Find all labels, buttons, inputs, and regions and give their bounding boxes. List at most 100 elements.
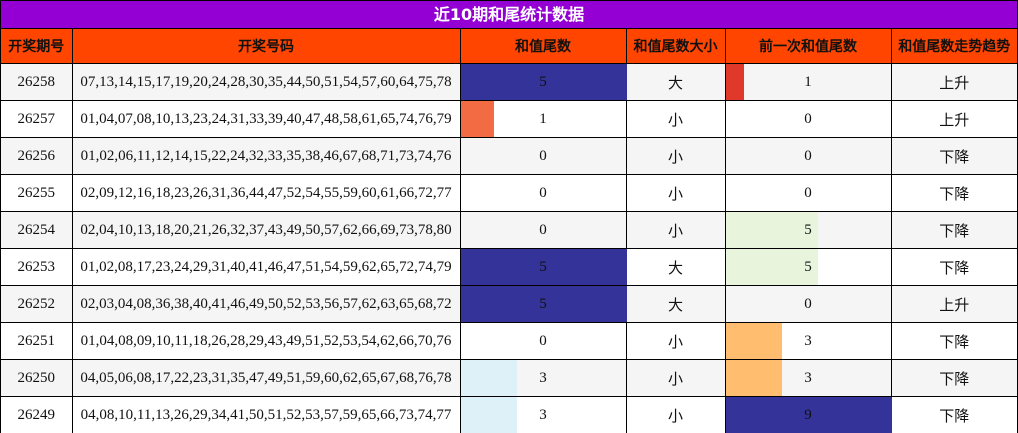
- size-cell: 小: [625, 100, 726, 138]
- prev-tail-bar: [725, 64, 744, 100]
- size-cell: 小: [625, 396, 726, 433]
- prev-tail-cell: 5: [724, 248, 892, 286]
- tail-cell: 5: [459, 63, 627, 101]
- period-cell: 26257: [1, 100, 73, 138]
- period-cell: 26252: [1, 285, 73, 323]
- tail-cell: 0: [459, 174, 627, 212]
- tail-value: 3: [539, 369, 547, 386]
- prev-tail-cell: 1: [724, 63, 892, 101]
- prev-tail-cell: 0: [724, 285, 892, 323]
- trend-cell: 下降: [890, 322, 1017, 360]
- trend-cell: 下降: [890, 211, 1017, 249]
- period-cell: 26250: [1, 359, 73, 397]
- trend-cell: 上升: [890, 100, 1017, 138]
- table-row: 26253 01,02,08,17,23,24,29,31,40,41,46,47…: [1, 248, 1017, 286]
- prev-tail-value: 0: [804, 147, 812, 164]
- prev-tail-cell: 5: [724, 211, 892, 249]
- trend-cell: 下降: [890, 174, 1017, 212]
- prev-tail-value: 9: [804, 406, 812, 423]
- period-cell: 26253: [1, 248, 73, 286]
- header-size: 和值尾数大小: [625, 29, 726, 64]
- prev-tail-bar: [725, 360, 782, 396]
- period-cell: 26256: [1, 137, 73, 175]
- trend-cell: 下降: [890, 137, 1017, 175]
- tail-cell: 5: [459, 285, 627, 323]
- numbers-cell: 01,04,07,08,10,13,23,24,31,33,39,40,47,4…: [71, 100, 461, 138]
- trend-cell: 下降: [890, 248, 1017, 286]
- tail-cell: 5: [459, 248, 627, 286]
- numbers-cell: 04,08,10,11,13,26,29,34,41,50,51,52,53,5…: [71, 396, 461, 433]
- tail-bar: [460, 286, 627, 322]
- period-cell: 26258: [1, 63, 73, 101]
- size-cell: 小: [625, 322, 726, 360]
- prev-tail-value: 5: [804, 258, 812, 275]
- header-row: 开奖期号 开奖号码 和值尾数 和值尾数大小 前一次和值尾数 和值尾数走势趋势: [1, 29, 1017, 64]
- tail-bar: [460, 249, 627, 285]
- period-cell: 26251: [1, 322, 73, 360]
- table-row: 26255 02,09,12,16,18,23,26,31,36,44,47,52…: [1, 174, 1017, 212]
- tail-value: 1: [539, 110, 547, 127]
- prev-tail-cell: 0: [724, 100, 892, 138]
- tail-value: 0: [539, 221, 547, 238]
- prev-tail-cell: 9: [724, 396, 892, 433]
- size-cell: 大: [625, 63, 726, 101]
- numbers-cell: 01,02,06,11,12,14,15,22,24,32,33,35,38,4…: [71, 137, 461, 175]
- header-period: 开奖期号: [1, 29, 73, 64]
- tail-cell: 1: [459, 100, 627, 138]
- panel-title: 近10期和尾统计数据: [1, 1, 1017, 29]
- tail-value: 3: [539, 406, 547, 423]
- tail-value: 5: [539, 258, 547, 275]
- table-row: 26251 01,04,08,09,10,11,18,26,28,29,43,49…: [1, 322, 1017, 360]
- tail-cell: 0: [459, 137, 627, 175]
- size-cell: 小: [625, 359, 726, 397]
- trend-cell: 下降: [890, 359, 1017, 397]
- prev-tail-cell: 0: [724, 174, 892, 212]
- tail-cell: 0: [459, 322, 627, 360]
- tail-value: 0: [539, 147, 547, 164]
- trend-cell: 上升: [890, 285, 1017, 323]
- table-row: 26249 04,08,10,11,13,26,29,34,41,50,51,52…: [1, 396, 1017, 433]
- numbers-cell: 01,04,08,09,10,11,18,26,28,29,43,49,51,5…: [71, 322, 461, 360]
- prev-tail-value: 1: [804, 73, 812, 90]
- tail-bar: [460, 397, 517, 433]
- prev-tail-value: 0: [804, 110, 812, 127]
- header-prev-tail: 前一次和值尾数: [724, 29, 892, 64]
- numbers-cell: 04,05,06,08,17,22,23,31,35,47,49,51,59,6…: [71, 359, 461, 397]
- prev-tail-value: 0: [804, 184, 812, 201]
- prev-tail-value: 3: [804, 369, 812, 386]
- trend-cell: 下降: [890, 396, 1017, 433]
- header-tail: 和值尾数: [459, 29, 627, 64]
- size-cell: 小: [625, 211, 726, 249]
- size-cell: 大: [625, 248, 726, 286]
- tail-bar: [460, 64, 627, 100]
- period-cell: 26249: [1, 396, 73, 433]
- tail-cell: 3: [459, 396, 627, 433]
- prev-tail-value: 3: [804, 332, 812, 349]
- prev-tail-value: 5: [804, 221, 812, 238]
- numbers-cell: 02,04,10,13,18,20,21,26,32,37,43,49,50,5…: [71, 211, 461, 249]
- period-cell: 26255: [1, 174, 73, 212]
- prev-tail-bar: [725, 212, 818, 248]
- prev-tail-bar: [725, 323, 782, 359]
- table-row: 26257 01,04,07,08,10,13,23,24,31,33,39,40…: [1, 100, 1017, 138]
- tail-cell: 0: [459, 211, 627, 249]
- numbers-cell: 02,03,04,08,36,38,40,41,46,49,50,52,53,5…: [71, 285, 461, 323]
- header-trend: 和值尾数走势趋势: [890, 29, 1017, 64]
- numbers-cell: 02,09,12,16,18,23,26,31,36,44,47,52,54,5…: [71, 174, 461, 212]
- tail-value: 0: [539, 184, 547, 201]
- tail-cell: 3: [459, 359, 627, 397]
- table-row: 26258 07,13,14,15,17,19,20,24,28,30,35,44…: [1, 63, 1017, 101]
- tail-bar: [460, 360, 517, 396]
- size-cell: 小: [625, 174, 726, 212]
- trend-cell: 上升: [890, 63, 1017, 101]
- numbers-cell: 07,13,14,15,17,19,20,24,28,30,35,44,50,5…: [71, 63, 461, 101]
- prev-tail-bar: [725, 249, 818, 285]
- stats-table: 开奖期号 开奖号码 和值尾数 和值尾数大小 前一次和值尾数 和值尾数走势趋势 2…: [1, 29, 1017, 433]
- tail-value: 0: [539, 332, 547, 349]
- prev-tail-cell: 3: [724, 322, 892, 360]
- tail-bar: [460, 101, 494, 137]
- size-cell: 小: [625, 137, 726, 175]
- header-numbers: 开奖号码: [71, 29, 461, 64]
- numbers-cell: 01,02,08,17,23,24,29,31,40,41,46,47,51,5…: [71, 248, 461, 286]
